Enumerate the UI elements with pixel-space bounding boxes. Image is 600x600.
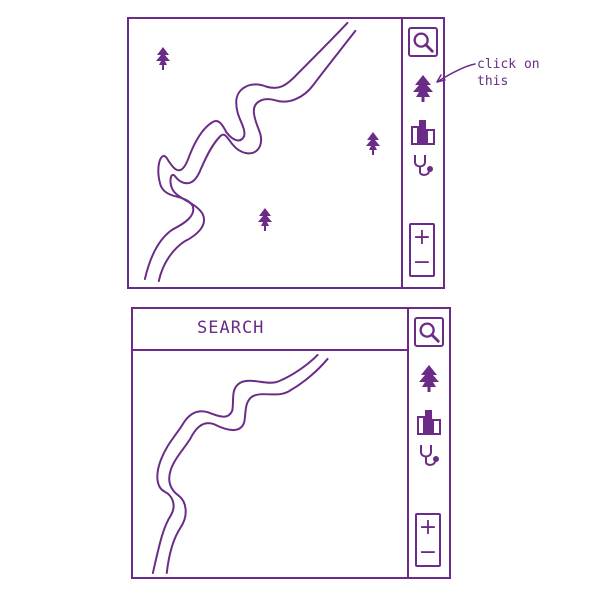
health-layer-button[interactable] bbox=[408, 151, 438, 181]
city-buildings-icon bbox=[417, 410, 441, 435]
stethoscope-icon bbox=[420, 445, 439, 466]
city-layer-button[interactable] bbox=[414, 407, 444, 437]
zoom-in-button[interactable]: + bbox=[412, 224, 432, 250]
search-button[interactable] bbox=[414, 317, 444, 347]
zoom-out-button[interactable]: − bbox=[418, 539, 438, 565]
map-screen-after: SEARCH bbox=[131, 307, 451, 579]
search-label: SEARCH bbox=[197, 318, 265, 338]
map-screen-before: + − bbox=[127, 17, 445, 289]
tree-marker-3[interactable] bbox=[257, 207, 273, 231]
magnifier-icon bbox=[419, 322, 440, 343]
magnifier-icon bbox=[413, 32, 434, 53]
tree-marker-icon bbox=[258, 208, 272, 231]
map-toolbar: + − bbox=[407, 309, 449, 577]
trees-layer-button[interactable] bbox=[414, 363, 444, 393]
map-canvas[interactable] bbox=[133, 351, 407, 577]
stethoscope-icon bbox=[414, 155, 433, 176]
city-layer-button[interactable] bbox=[408, 117, 438, 147]
zoom-out-button[interactable]: − bbox=[412, 249, 432, 275]
search-button[interactable] bbox=[408, 27, 438, 57]
zoom-in-button[interactable]: + bbox=[418, 514, 438, 540]
trees-layer-button[interactable] bbox=[408, 73, 438, 103]
trees-icon bbox=[413, 75, 433, 102]
annotation-arrow-icon bbox=[436, 63, 476, 83]
tree-marker-2[interactable] bbox=[365, 131, 381, 155]
map-canvas[interactable] bbox=[129, 19, 401, 287]
tree-marker-icon bbox=[156, 47, 170, 70]
health-layer-button[interactable] bbox=[414, 441, 444, 471]
city-buildings-icon bbox=[411, 120, 435, 145]
zoom-control: + − bbox=[409, 223, 435, 277]
trees-icon bbox=[419, 365, 439, 392]
search-bar[interactable]: SEARCH bbox=[133, 309, 407, 351]
river-icon bbox=[151, 353, 329, 575]
tree-marker-1[interactable] bbox=[155, 46, 171, 70]
zoom-control: + − bbox=[415, 513, 441, 567]
tree-marker-icon bbox=[366, 132, 380, 155]
river-icon bbox=[143, 21, 357, 283]
annotation-note: click on this bbox=[477, 57, 540, 89]
map-toolbar: + − bbox=[401, 19, 443, 287]
